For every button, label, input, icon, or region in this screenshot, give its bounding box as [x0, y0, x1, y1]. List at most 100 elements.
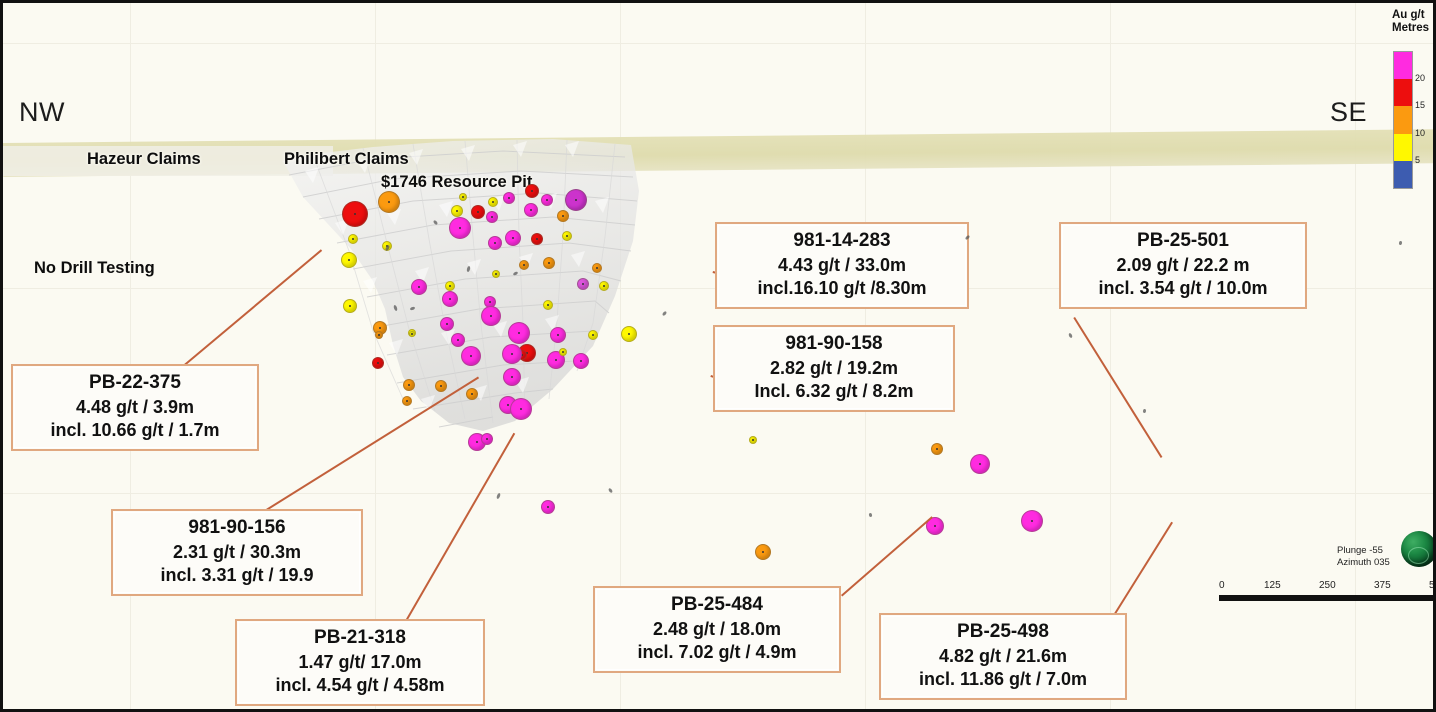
assay-bubble: [402, 396, 412, 406]
gridline-horizontal: [3, 43, 1433, 44]
assay-bubble: [442, 291, 458, 307]
rock-speckle: [495, 492, 502, 500]
assay-bubble: [411, 279, 427, 295]
legend-colour-bar: [1393, 51, 1413, 189]
assay-bubble: [543, 257, 555, 269]
assay-bubble: [481, 433, 493, 445]
assay-bubble: [550, 327, 566, 343]
assay-bubble: [343, 299, 357, 313]
legend-colour-segment: [1394, 52, 1412, 80]
assay-bubble: [372, 357, 384, 369]
assay-bubble: [449, 217, 471, 239]
callout-hole-id: 981-90-156: [188, 517, 286, 538]
assay-bubble: [488, 197, 498, 207]
legend-tick-label: 15: [1415, 100, 1426, 111]
legend-title: Au g/t Metres: [1392, 9, 1429, 35]
scale-tick-label: 500: [1429, 580, 1435, 591]
rock-speckle: [868, 512, 873, 518]
assay-bubble: [931, 443, 943, 455]
direction-label-nw: NW: [19, 97, 65, 127]
callout-981-90-158[interactable]: 981-90-158 2.82 g/t / 19.2m Incl. 6.32 g/t…: [713, 325, 955, 413]
assay-bubble: [342, 201, 368, 227]
callout-interval: 2.82 g/t / 19.2m: [769, 357, 899, 378]
assay-bubble: [508, 322, 530, 344]
scale-tick-label: 375: [1374, 580, 1391, 591]
callout-interval: 2.48 g/t / 18.0m: [652, 618, 782, 639]
callout-pb-25-501[interactable]: PB-25-501 2.09 g/t / 22.2 m incl. 3.54 g/t…: [1059, 222, 1307, 310]
assay-bubble: [541, 500, 555, 514]
leader-line: [1073, 317, 1163, 458]
assay-bubble: [573, 353, 589, 369]
gridline-vertical: [620, 3, 621, 709]
callout-hole-id: 981-90-158: [785, 333, 883, 354]
scale-bar: 0 125 250 375 500: [1217, 580, 1435, 607]
leader-line: [1113, 521, 1173, 617]
assay-bubble: [471, 205, 485, 219]
assay-bubble: [461, 346, 481, 366]
rock-speckle: [1142, 408, 1147, 414]
callout-pb-22-375[interactable]: PB-22-375 4.48 g/t / 3.9m incl. 10.66 g/t …: [11, 364, 259, 452]
legend-colour-segment: [1394, 106, 1412, 134]
scale-tick-label: 0: [1219, 580, 1225, 591]
assay-bubble: [503, 192, 515, 204]
rock-speckle: [964, 234, 971, 241]
callout-pb-25-484[interactable]: PB-25-484 2.48 g/t / 18.0m incl. 7.02 g/t …: [593, 586, 841, 674]
callout-pb-21-318[interactable]: PB-21-318 1.47 g/t/ 17.0m incl. 4.54 g/t /…: [235, 619, 485, 707]
legend-colour-segment: [1394, 160, 1412, 188]
assay-bubble: [403, 379, 415, 391]
assay-bubble: [459, 193, 467, 201]
callout-hole-id: PB-21-318: [314, 627, 406, 648]
assay-bubble: [525, 184, 539, 198]
callout-hole-id: PB-25-498: [957, 621, 1049, 642]
assay-bubble: [970, 454, 990, 474]
assay-bubble: [599, 281, 609, 291]
callout-included-interval: Incl. 6.32 g/t / 8.2m: [754, 381, 914, 402]
hazeur-claim-band: [3, 146, 333, 176]
assay-bubble: [481, 306, 501, 326]
rock-speckle: [1068, 332, 1073, 339]
callout-included-interval: incl. 11.86 g/t / 7.0m: [918, 669, 1088, 690]
assay-bubble: [519, 260, 529, 270]
leader-line: [841, 516, 933, 597]
no-drill-testing-label: No Drill Testing: [34, 259, 155, 277]
assay-bubble: [749, 436, 757, 444]
callout-interval: 4.82 g/t / 21.6m: [938, 645, 1068, 666]
direction-label-se: SE: [1330, 97, 1368, 127]
gridline-vertical: [1110, 3, 1111, 709]
assay-bubble: [341, 252, 357, 268]
azimuth-value: Azimuth 035: [1337, 557, 1390, 569]
scale-tick-label: 250: [1319, 580, 1336, 591]
assay-bubble: [409, 331, 415, 337]
scale-tick-label: 125: [1264, 580, 1281, 591]
assay-bubble: [451, 333, 465, 347]
assay-bubble: [621, 326, 637, 342]
assay-bubble: [543, 300, 553, 310]
assay-bubble: [588, 330, 598, 340]
assay-bubble: [505, 230, 521, 246]
assay-bubble: [559, 348, 567, 356]
callout-included-interval: incl. 7.02 g/t / 4.9m: [637, 642, 797, 663]
resource-pit-label: $1746 Resource Pit: [381, 173, 533, 191]
assay-bubble: [445, 281, 455, 291]
gridline-vertical: [1355, 3, 1356, 709]
callout-hole-id: PB-25-501: [1137, 230, 1229, 251]
callout-interval: 4.48 g/t / 3.9m: [75, 396, 195, 417]
callout-981-14-283[interactable]: 981-14-283 4.43 g/t / 33.0m incl.16.10 g/t…: [715, 222, 969, 310]
assay-bubble: [592, 263, 602, 273]
callout-included-interval: incl. 3.31 g/t / 19.9: [160, 565, 314, 586]
assay-bubble: [510, 398, 532, 420]
callout-interval: 2.31 g/t / 30.3m: [172, 541, 302, 562]
orientation-sphere-icon: [1401, 531, 1433, 567]
assay-bubble: [755, 544, 771, 560]
assay-bubble: [492, 270, 500, 278]
rock-speckle: [1398, 240, 1403, 246]
assay-bubble: [378, 191, 400, 213]
assay-bubble: [562, 231, 572, 241]
callout-981-90-156[interactable]: 981-90-156 2.31 g/t / 30.3m incl. 3.31 g/t…: [111, 509, 363, 597]
callout-hole-id: 981-14-283: [793, 230, 891, 251]
gridline-vertical: [375, 3, 376, 709]
assay-bubble: [466, 388, 478, 400]
callout-pb-25-498[interactable]: PB-25-498 4.82 g/t / 21.6m incl. 11.86 g/t…: [879, 613, 1127, 701]
assay-bubble: [541, 194, 553, 206]
